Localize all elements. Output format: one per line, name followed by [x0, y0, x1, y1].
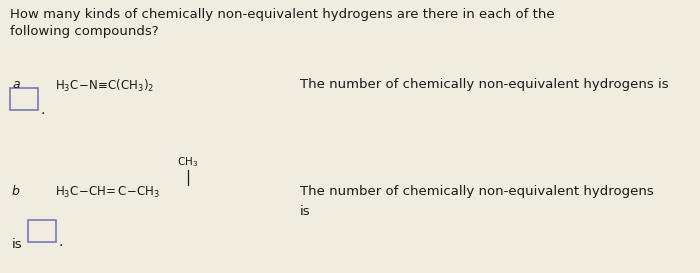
- Text: .: .: [58, 235, 62, 249]
- Text: a: a: [12, 78, 20, 91]
- Text: The number of chemically non-equivalent hydrogens is: The number of chemically non-equivalent …: [300, 78, 668, 91]
- Text: How many kinds of chemically non-equivalent hydrogens are there in each of the
f: How many kinds of chemically non-equival…: [10, 8, 554, 38]
- Text: The number of chemically non-equivalent hydrogens: The number of chemically non-equivalent …: [300, 185, 654, 198]
- Text: b: b: [12, 185, 20, 198]
- Text: .: .: [40, 103, 44, 117]
- Bar: [10, 88, 38, 110]
- Text: CH$_3$: CH$_3$: [177, 155, 199, 169]
- Text: is: is: [12, 238, 22, 251]
- Text: is: is: [300, 205, 311, 218]
- Text: H$_3$C$\!-\!$N$\!\equiv\!$C(CH$_3$)$_2$: H$_3$C$\!-\!$N$\!\equiv\!$C(CH$_3$)$_2$: [55, 78, 155, 94]
- Text: H$_3$C$\!-\!$CH$\!=$C$\!-\!$CH$_3$: H$_3$C$\!-\!$CH$\!=$C$\!-\!$CH$_3$: [55, 185, 160, 200]
- Bar: [28, 220, 56, 242]
